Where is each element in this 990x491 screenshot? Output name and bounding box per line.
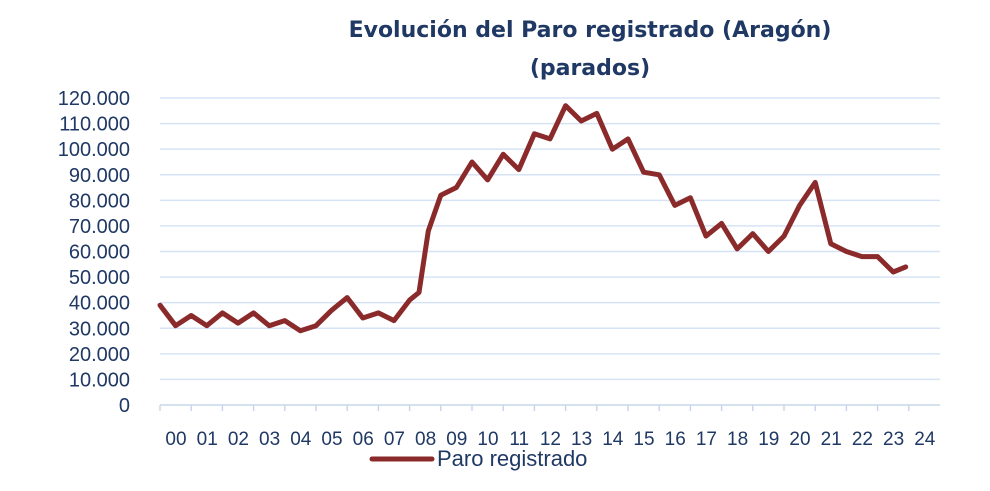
y-tick-label: 10.000 bbox=[69, 369, 130, 391]
x-tick-label: 13 bbox=[571, 429, 592, 450]
x-tick-label: 07 bbox=[384, 429, 405, 450]
x-tick-label: 22 bbox=[852, 429, 873, 450]
x-axis-ticks: 00 01 02 03 04 05 06 07 08 09 10 11 12 13 14 15 16 17 18 19… bbox=[159, 405, 936, 450]
y-tick-label: 80.000 bbox=[69, 190, 130, 212]
y-axis-ticks: 120.000 110.000 100.000 90.000 80.000 70.000 6… bbox=[58, 88, 130, 417]
series-layer bbox=[157, 103, 909, 334]
x-tick-label: 03 bbox=[259, 429, 280, 450]
x-tick-label: 24 bbox=[914, 429, 936, 450]
x-tick-label: 18 bbox=[727, 429, 748, 450]
x-tick-label: 04 bbox=[290, 429, 312, 450]
x-tick-label: 23 bbox=[883, 429, 904, 450]
x-tick-label: 19 bbox=[758, 429, 779, 450]
legend: Paro registrado bbox=[369, 446, 587, 471]
x-tick-label: 10 bbox=[477, 429, 498, 450]
y-tick-label: 110.000 bbox=[59, 114, 130, 136]
y-tick-label: 60.000 bbox=[69, 242, 130, 264]
y-tick-label: 0 bbox=[119, 395, 130, 417]
x-tick-label: 02 bbox=[228, 429, 249, 450]
y-tick-label: 50.000 bbox=[69, 267, 130, 289]
x-tick-label: 16 bbox=[665, 429, 686, 450]
y-tick-label: 70.000 bbox=[69, 216, 130, 238]
y-tick-label: 90.000 bbox=[69, 165, 130, 187]
chart-title: Evolución del Paro registrado (Aragón) bbox=[349, 18, 832, 43]
legend-label: Paro registrado bbox=[437, 446, 587, 471]
y-tick-label: 120.000 bbox=[58, 88, 130, 110]
x-tick-label: 12 bbox=[540, 429, 561, 450]
x-tick-label: 00 bbox=[165, 429, 186, 450]
y-tick-label: 100.000 bbox=[58, 139, 130, 161]
x-tick-label: 15 bbox=[633, 429, 654, 450]
x-tick-label: 06 bbox=[353, 429, 374, 450]
gridlines bbox=[160, 97, 940, 406]
chart-subtitle: (parados) bbox=[530, 56, 650, 81]
x-tick-label: 14 bbox=[602, 429, 624, 450]
x-tick-label: 08 bbox=[415, 429, 436, 450]
x-tick-label: 17 bbox=[696, 429, 717, 450]
y-tick-label: 20.000 bbox=[69, 344, 130, 366]
x-tick-label: 20 bbox=[789, 429, 810, 450]
y-tick-label: 30.000 bbox=[69, 318, 130, 340]
x-tick-label: 05 bbox=[321, 429, 342, 450]
series-line-paro-registrado bbox=[157, 103, 909, 334]
y-tick-label: 40.000 bbox=[69, 293, 130, 315]
x-tick-label: 11 bbox=[509, 429, 529, 450]
x-tick-label: 09 bbox=[446, 429, 467, 450]
x-tick-label: 21 bbox=[821, 429, 842, 450]
x-tick-label: 01 bbox=[197, 429, 218, 450]
